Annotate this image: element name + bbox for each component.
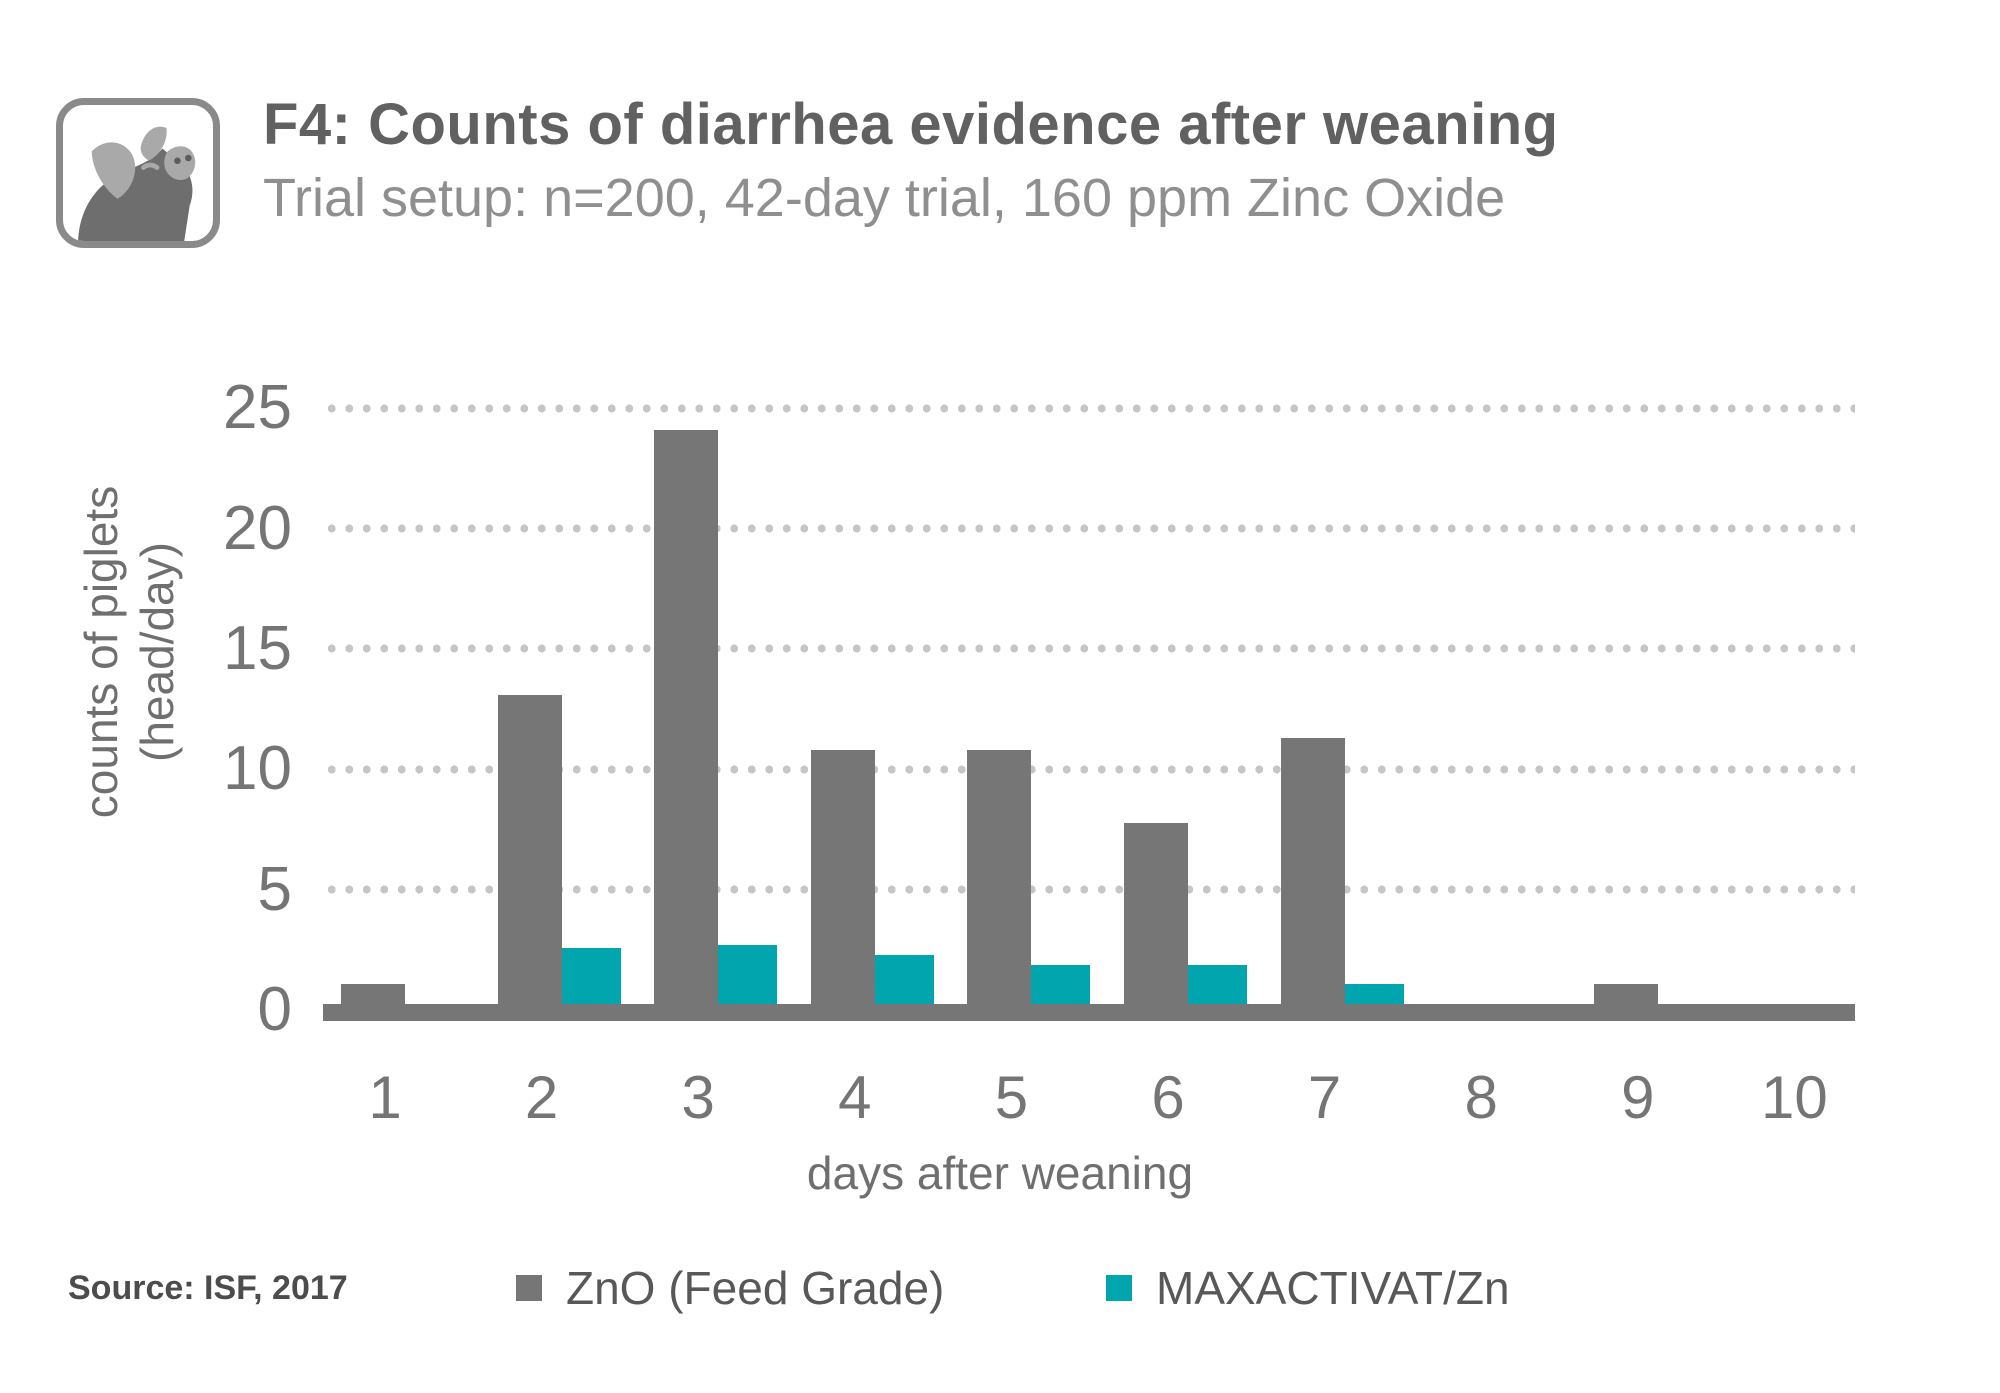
header: F4: Counts of diarrhea evidence after we…: [263, 88, 1559, 234]
pig-icon-graphic: [78, 126, 196, 241]
y-tick-label-15: 15: [223, 613, 292, 683]
page-title: F4: Counts of diarrhea evidence after we…: [263, 92, 1559, 157]
legend-item-maxactivat: MAXACTIVAT/Zn: [1106, 1262, 1510, 1314]
x-tick-label-4: 4: [838, 1064, 872, 1131]
legend-label-maxactivat: MAXACTIVAT/Zn: [1156, 1262, 1510, 1314]
y-tick-label-10: 10: [223, 734, 292, 804]
bar-maxactivat-zn-day-7: [1344, 983, 1404, 1008]
legend-marker-maxactivat: [1106, 1275, 1132, 1301]
x-tick-label-5: 5: [994, 1064, 1029, 1131]
gridline-20: [323, 524, 1855, 534]
bar-maxactivat-zn-day-4: [874, 955, 934, 1008]
x-tick-label-6: 6: [1151, 1064, 1185, 1131]
x-tick-label-9: 9: [1621, 1064, 1655, 1131]
y-axis-title-line1: counts of piglets: [75, 485, 127, 819]
gridline-10: [323, 764, 1855, 774]
source-note: Source: ISF, 2017: [68, 1268, 348, 1307]
y-tick-label-25: 25: [223, 373, 292, 443]
x-tick-label-8: 8: [1464, 1064, 1498, 1131]
x-tick-label-10: 10: [1761, 1064, 1828, 1131]
bar-maxactivat-zn-day-6: [1188, 964, 1247, 1008]
x-tick-label-2: 2: [524, 1064, 559, 1131]
y-tick-label-20: 20: [223, 493, 292, 563]
gridline-5: [323, 885, 1855, 895]
x-axis-title: days after weaning: [806, 1147, 1194, 1199]
bar-maxactivat-zn-day-3: [718, 945, 778, 1008]
y-tick-label-0: 0: [257, 975, 292, 1044]
legend-item-zno: ZnO (Feed Grade): [516, 1262, 944, 1314]
bar-zno-feed-grade--day-7: [1280, 738, 1345, 1008]
pig-icon: [56, 98, 220, 248]
bar-zno-feed-grade--day-5: [967, 750, 1032, 1008]
bar-zno-feed-grade--day-2: [497, 695, 562, 1008]
x-tick-label-3: 3: [681, 1064, 715, 1131]
bar-zno-feed-grade--day-1: [341, 983, 405, 1008]
y-tick-label-5: 5: [257, 854, 292, 924]
bar-maxactivat-zn-day-2: [561, 947, 621, 1008]
bar-maxactivat-zn-day-5: [1031, 964, 1091, 1008]
bar-zno-feed-grade--day-3: [654, 430, 719, 1008]
bar-zno-feed-grade--day-6: [1124, 822, 1188, 1008]
gridline-25: [323, 403, 1855, 413]
gridline-15: [323, 644, 1855, 654]
bar-zno-feed-grade--day-4: [810, 750, 875, 1008]
x-tick-label-1: 1: [368, 1064, 402, 1131]
page-subtitle: Trial setup: n=200, 42-day trial, 160 pp…: [263, 168, 1506, 228]
bar-zno-feed-grade--day-9: [1593, 983, 1658, 1008]
legend-label-zno: ZnO (Feed Grade): [566, 1262, 945, 1314]
legend-marker-zno: [516, 1275, 542, 1301]
x-tick-label-7: 7: [1307, 1064, 1342, 1131]
x-axis-line: [323, 1004, 1855, 1021]
